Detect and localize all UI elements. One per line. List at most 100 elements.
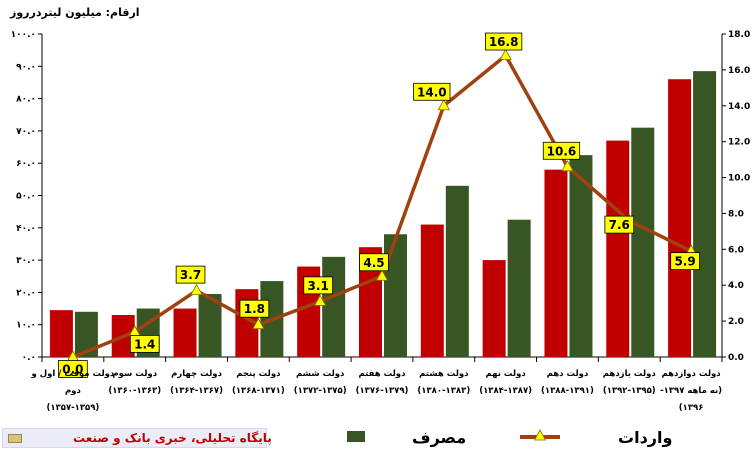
bar-imports-series-a [606,140,630,357]
bar-consumption [631,127,655,357]
category-label: دوم [65,386,82,396]
category-label: دولت دهم [547,369,589,379]
left-axis-tick-label: ۶۰.۰ [16,159,36,169]
imports-value-label-box [175,265,206,284]
imports-line-series [66,48,698,362]
category-label: دولت چهارم [171,369,222,379]
bar-imports-series-a [173,308,197,357]
right-axis-tick-label: 16.0 [728,66,750,76]
imports-marker [437,98,450,111]
flag-icon [8,434,22,443]
category-label: دولت پنجم [236,369,281,379]
bar-imports-series-a [544,169,568,357]
right-axis-tick-label: 8.0 [728,209,744,219]
left-axis-tick-label: ۱۰۰.۰ [11,30,36,40]
bar-series [49,71,717,358]
source-text: پایگاه تحلیلی، خبری بانک و صنعت [73,431,272,445]
bar-consumption [445,185,469,357]
category-label: دولت هشتم [419,369,469,379]
bar-consumption [74,311,98,357]
imports-value-label: 3.7 [180,268,201,282]
category-label: (۱۳۸۰-۱۳۸۳) [417,386,470,396]
category-label: (۱۳۶۸-۱۳۷۱) [232,386,285,396]
right-axis-tick-label: 12.0 [728,138,750,148]
imports-value-label: 4.5 [363,256,384,270]
right-axis-tick-label: 0.0 [728,353,744,363]
category-label: دولت موقت / اول و [31,369,115,379]
right-axis-tick-label: 18.0 [728,30,750,40]
bar-imports-series-a [49,310,73,357]
imports-value-label: 1.4 [134,337,155,351]
imports-value-label-box [239,299,270,318]
imports-value-label: 0.0 [62,363,83,377]
category-labels: دولت موقت / اول و دوم (۱۳۵۷-۱۳۵۹) دولت سوم (… [31,369,723,413]
imports-marker [252,317,265,330]
bar-imports-series-a [359,247,382,357]
right-axis-tick-label: 6.0 [728,245,744,255]
category-label: (۱۳۹۲-۱۳۹۵) [603,386,656,396]
imports-value-label: 10.6 [547,144,577,158]
bar-consumption [507,219,531,357]
category-label: (نه ماهه ۱۳۹۷- [660,386,722,396]
imports-value-label: 14.0 [417,85,447,99]
left-axis-tick-label: ۷۰.۰ [16,127,36,137]
left-axis-tick-label: ۱۰.۰ [16,321,36,331]
imports-value-label-box [485,32,523,51]
imports-value-label: 5.9 [674,255,695,269]
imports-value-label-box [542,141,581,160]
bar-consumption [569,155,593,357]
bar-consumption [198,294,222,357]
imports-value-label-box [359,253,389,272]
bar-consumption [322,256,346,357]
legend-imports-label: واردات [618,428,672,447]
left-axis-tick-label: ۹۰.۰ [16,62,36,72]
category-label: (۱۳۵۷-۱۳۵۹) [46,403,99,413]
category-label: دولت یازدهم [603,369,657,379]
imports-value-label-box [303,276,333,295]
imports-value-label-box [413,82,451,101]
left-axis-tick-label: ۰.۰ [22,353,36,363]
bar-imports-series-a [482,260,506,357]
imports-marker [190,283,203,296]
left-axis-tick-label: ۸۰.۰ [16,95,36,105]
category-label: (۱۳۶۰-۱۳۶۳) [108,386,161,396]
imports-line [72,53,692,359]
imports-value-label-box [129,334,160,353]
right-axis-tick-label: 14.0 [728,102,750,112]
units-label: ارقام: میلیون لیتردرروز [10,6,140,19]
left-axis-tick-label: ۵۰.۰ [16,192,36,202]
category-label: دولت ششم [296,369,345,379]
category-label: ۱۳۹۶) [679,403,704,413]
category-label: دولت هفتم [359,369,407,379]
imports-marker [314,294,327,306]
imports-value-label: 3.1 [308,279,329,293]
imports-marker [561,159,574,172]
imports-marker [499,48,512,60]
legend-imports-marker [533,429,547,441]
imports-marker [375,269,389,281]
imports-value-label-box [604,215,635,234]
legend-consumption-label: مصرف [412,428,466,447]
left-axis-tick-label: ۴۰.۰ [16,224,36,234]
category-label: دولت دوازدهم [662,369,722,379]
right-axis-tick-label: 2.0 [728,317,744,327]
imports-value-label: 1.8 [244,302,265,316]
chart-legend: واردات مصرف [347,428,672,447]
category-label: (۱۳۶۴-۱۳۶۷) [170,386,223,396]
category-label: (۱۳۷۶-۱۳۷۹) [356,386,409,396]
bar-consumption [384,234,407,357]
left-axis-tick-label: ۲۰.۰ [16,288,36,298]
imports-value-label: 7.6 [609,218,630,232]
bar-consumption [693,71,717,358]
left-axis-tick-label: ۳۰.۰ [16,256,36,266]
source-banner: پایگاه تحلیلی، خبری بانک و صنعت [2,428,272,448]
category-label: دولت نهم [486,369,527,379]
category-label: دولت سوم [112,369,157,379]
imports-value-label-box [670,252,700,271]
right-axis-tick-label: 4.0 [728,281,744,291]
category-label: (۱۳۸۴-۱۳۸۷) [479,386,532,396]
data-labels: 0.0 1.4 3.7 1.8 3.1 4.5 14.0 16.8 10.6 7.6 5.9 [58,32,700,378]
category-label: (۱۳۷۲-۱۳۷۵) [294,386,347,396]
bar-imports-series-a [420,224,444,357]
